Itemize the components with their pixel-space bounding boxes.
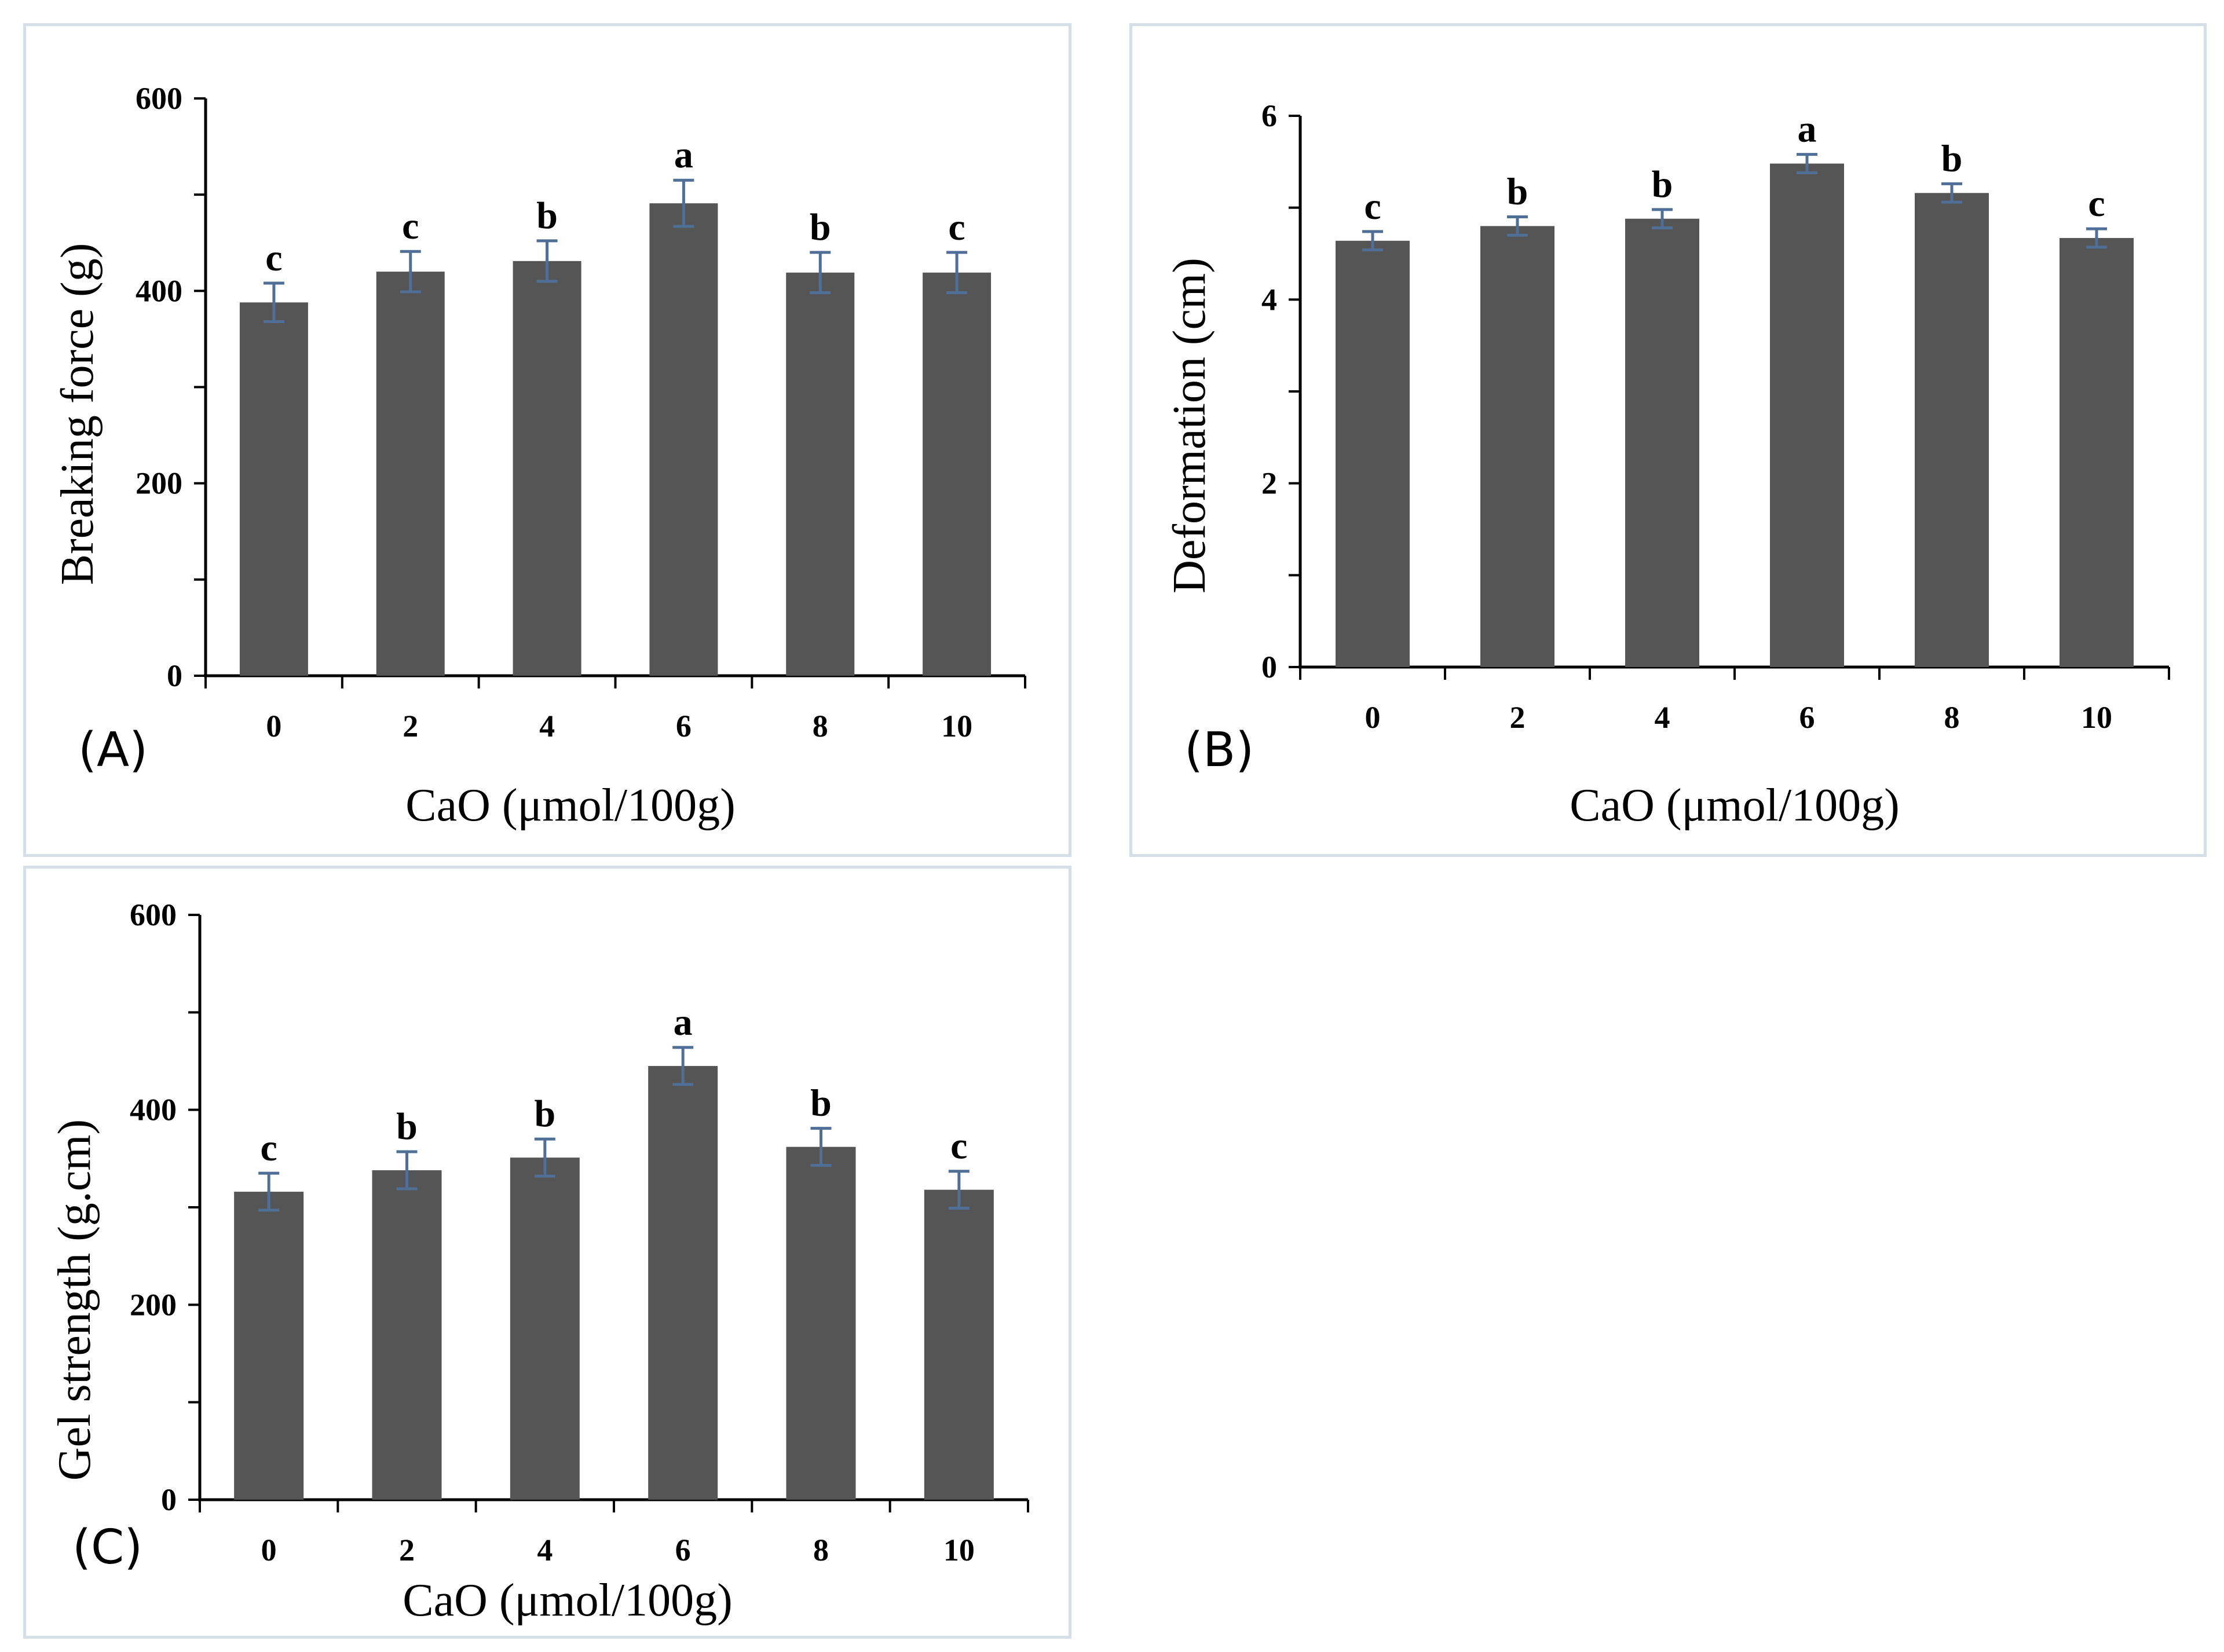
y-tick-label: 600 — [130, 898, 177, 932]
x-axis-title: CaO (μmol/100g) — [403, 1575, 733, 1626]
y-tick-label: 0 — [1261, 650, 1277, 684]
bar — [786, 272, 855, 676]
bar — [2060, 238, 2134, 667]
x-tick-label: 6 — [675, 1533, 691, 1567]
chart-a: Breaking force (g) CaO (μmol/100g) (A) 0… — [52, 81, 1026, 831]
x-tick-label: 10 — [941, 709, 972, 743]
y-tick-label: 600 — [136, 81, 182, 116]
bar — [924, 1189, 994, 1500]
y-tick-label: 2 — [1261, 466, 1277, 501]
bar — [510, 1158, 580, 1500]
bar — [239, 302, 308, 676]
significance-label: c — [402, 205, 419, 247]
x-tick-label: 2 — [399, 1533, 415, 1567]
significance-label: b — [810, 1082, 832, 1124]
x-tick-label: 2 — [1510, 700, 1526, 735]
x-tick-label: 8 — [813, 1533, 829, 1567]
bar — [1480, 226, 1554, 667]
chart-panel-a: Breaking force (g) CaO (μmol/100g) (A) 0… — [23, 23, 1071, 857]
x-tick-label: 6 — [1799, 700, 1815, 735]
bar — [513, 261, 581, 676]
bar — [649, 203, 718, 676]
bar — [372, 1170, 442, 1500]
significance-label: c — [950, 1125, 967, 1167]
panel-label: (A) — [78, 723, 148, 778]
bar — [786, 1146, 856, 1500]
x-tick-label: 0 — [261, 1533, 277, 1567]
y-tick-label: 6 — [1261, 98, 1277, 133]
bar — [1915, 193, 1989, 667]
x-tick-label: 8 — [1944, 700, 1960, 735]
y-tick-label: 0 — [161, 1482, 177, 1517]
bar — [234, 1192, 304, 1500]
panel-label: (C) — [72, 1520, 142, 1575]
chart-c: Gel strength (g.cm) CaO (μmol/100g) (C) … — [49, 898, 1029, 1626]
significance-label: a — [674, 134, 693, 176]
significance-label: b — [1941, 137, 1963, 180]
x-tick-label: 4 — [1655, 700, 1670, 735]
x-tick-label: 4 — [537, 1533, 553, 1567]
y-tick-label: 0 — [167, 658, 182, 693]
y-tick-label: 4 — [1261, 282, 1277, 317]
y-axis-title: Deformation (cm) — [1164, 258, 1215, 594]
significance-label: c — [2088, 182, 2105, 225]
bar — [648, 1065, 718, 1500]
panel-label: (B) — [1184, 723, 1254, 778]
y-tick-label: 200 — [136, 466, 182, 501]
bar — [1336, 240, 1410, 668]
y-axis-title: Gel strength (g.cm) — [49, 1119, 100, 1481]
x-axis-title: CaO (μmol/100g) — [1570, 780, 1900, 831]
x-tick-label: 4 — [539, 709, 555, 743]
y-tick-label: 400 — [130, 1093, 177, 1127]
y-tick-label: 400 — [136, 273, 182, 308]
chart-b: Deformation (cm) CaO (μmol/100g) (B) 0 2 4… — [1164, 98, 2170, 831]
significance-label: b — [534, 1093, 555, 1135]
significance-label: c — [1364, 185, 1381, 228]
significance-label: b — [536, 195, 558, 237]
bar — [923, 272, 992, 676]
y-tick-label: 200 — [130, 1287, 177, 1322]
significance-label: b — [1652, 163, 1673, 206]
significance-label: c — [261, 1127, 277, 1169]
significance-label: c — [265, 237, 282, 279]
significance-label: b — [1507, 171, 1528, 213]
significance-label: a — [1798, 108, 1817, 151]
significance-label: b — [396, 1105, 418, 1148]
x-tick-label: 0 — [1365, 700, 1381, 735]
x-tick-label: 8 — [813, 709, 828, 743]
y-axis-title: Breaking force (g) — [52, 243, 103, 585]
bar — [376, 272, 445, 676]
x-tick-label: 6 — [676, 709, 692, 743]
bar — [1770, 163, 1844, 667]
significance-label: c — [948, 206, 965, 248]
x-tick-label: 10 — [943, 1533, 975, 1567]
x-tick-label: 10 — [2081, 700, 2112, 735]
significance-label: a — [674, 1001, 693, 1043]
x-axis-title: CaO (μmol/100g) — [405, 780, 736, 831]
chart-panel-b: Deformation (cm) CaO (μmol/100g) (B) 0 2 4… — [1129, 23, 2207, 857]
chart-panel-c: Gel strength (g.cm) CaO (μmol/100g) (C) … — [23, 866, 1071, 1639]
x-tick-label: 0 — [266, 709, 281, 743]
significance-label: b — [810, 206, 831, 248]
x-tick-label: 2 — [403, 709, 418, 743]
bar — [1625, 218, 1699, 667]
